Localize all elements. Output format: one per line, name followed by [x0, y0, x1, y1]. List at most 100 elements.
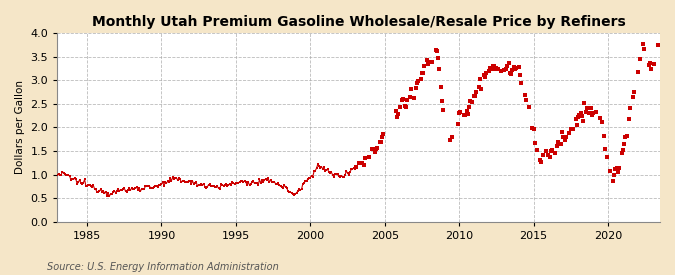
Point — [610, 167, 621, 172]
Point — [485, 66, 495, 70]
Point — [353, 161, 364, 165]
Point — [398, 97, 408, 101]
Point — [461, 108, 472, 113]
Point — [532, 148, 543, 153]
Point — [486, 67, 497, 71]
Point — [628, 90, 639, 95]
Point — [419, 64, 430, 68]
Point — [369, 149, 380, 154]
Point — [643, 63, 654, 68]
Point — [620, 134, 630, 139]
Point — [399, 104, 410, 108]
Point — [625, 106, 636, 111]
Point — [575, 111, 586, 115]
Point — [523, 105, 534, 109]
Point — [545, 149, 556, 153]
Point — [520, 98, 531, 103]
Point — [437, 108, 448, 112]
Y-axis label: Dollars per Gallon: Dollars per Gallon — [15, 80, 25, 174]
Point — [585, 106, 596, 111]
Point — [520, 93, 531, 98]
Point — [614, 166, 624, 170]
Point — [434, 67, 445, 71]
Point — [372, 145, 383, 150]
Point — [573, 114, 584, 119]
Point — [491, 65, 502, 70]
Point — [377, 135, 387, 140]
Point — [502, 64, 513, 68]
Point — [556, 142, 566, 146]
Point — [581, 106, 592, 110]
Point — [627, 95, 638, 100]
Point — [605, 168, 616, 173]
Point — [601, 155, 612, 159]
Point — [471, 90, 482, 95]
Point — [528, 127, 539, 132]
Point — [634, 57, 645, 61]
Point — [516, 81, 526, 85]
Point — [492, 67, 503, 72]
Point — [535, 160, 546, 164]
Point — [559, 138, 570, 142]
Point — [487, 64, 498, 68]
Point — [460, 112, 470, 117]
Point — [436, 99, 447, 103]
Point — [421, 58, 432, 63]
Point — [566, 126, 576, 131]
Point — [557, 129, 568, 134]
Point — [393, 111, 404, 116]
Point — [514, 73, 525, 77]
Point — [402, 98, 412, 103]
Point — [511, 65, 522, 70]
Point — [423, 62, 433, 66]
Point — [579, 100, 590, 105]
Point — [619, 142, 630, 146]
Point — [632, 70, 643, 75]
Point — [600, 146, 611, 151]
Point — [357, 161, 368, 166]
Point — [584, 111, 595, 115]
Point — [360, 156, 371, 160]
Point — [358, 162, 369, 167]
Point — [496, 68, 507, 73]
Point — [367, 147, 378, 152]
Point — [541, 149, 551, 154]
Point — [378, 132, 389, 136]
Point — [446, 135, 457, 140]
Point — [431, 49, 442, 53]
Title: Monthly Utah Premium Gasoline Wholesale/Resale Price by Refiners: Monthly Utah Premium Gasoline Wholesale/… — [92, 15, 626, 29]
Point — [558, 134, 568, 139]
Point — [425, 59, 436, 64]
Point — [468, 94, 479, 98]
Point — [375, 140, 385, 144]
Point — [507, 68, 518, 72]
Point — [390, 109, 401, 113]
Point — [551, 144, 562, 148]
Point — [510, 67, 520, 71]
Point — [489, 67, 500, 71]
Point — [553, 140, 564, 144]
Point — [649, 62, 659, 67]
Point — [455, 110, 466, 114]
Point — [506, 72, 516, 76]
Point — [479, 73, 489, 77]
Point — [397, 98, 408, 102]
Point — [416, 71, 427, 75]
Point — [404, 95, 415, 100]
Point — [529, 141, 540, 145]
Point — [572, 122, 583, 127]
Point — [392, 114, 402, 119]
Point — [504, 60, 514, 65]
Point — [489, 64, 500, 68]
Point — [501, 67, 512, 71]
Point — [433, 56, 443, 60]
Point — [476, 87, 487, 91]
Point — [560, 134, 571, 139]
Point — [412, 81, 423, 86]
Point — [474, 84, 485, 89]
Point — [616, 151, 627, 155]
Point — [435, 85, 446, 90]
Point — [459, 112, 470, 117]
Point — [609, 173, 620, 177]
Point — [413, 79, 424, 84]
